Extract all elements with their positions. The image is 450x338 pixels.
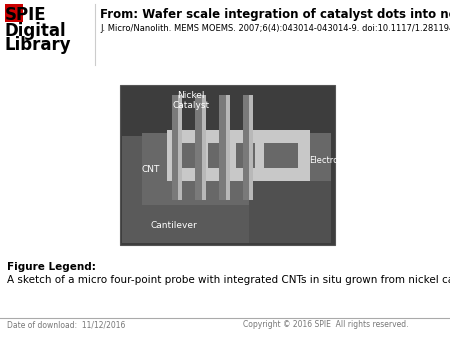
Bar [195,95,202,200]
Bar [171,95,179,200]
Bar [5,4,23,22]
Bar [298,130,310,181]
Polygon shape [122,136,249,243]
Bar [249,95,253,200]
Bar [256,143,264,168]
Text: J. Micro/Nanolith. MEMS MOEMS. 2007;6(4):043014-043014-9. doi:10.1117/1.2811948: J. Micro/Nanolith. MEMS MOEMS. 2007;6(4)… [100,24,450,33]
Text: From: Wafer scale integration of catalyst dots into nonplanar microsystems: From: Wafer scale integration of catalys… [100,8,450,21]
Bar [228,143,236,168]
Text: Library: Library [5,36,72,54]
Bar [243,95,249,200]
Text: Figure Legend:: Figure Legend: [7,262,96,272]
Polygon shape [249,181,331,243]
Text: A sketch of a micro four-point probe with integrated CNTs in situ grown from nic: A sketch of a micro four-point probe wit… [7,275,450,285]
Text: Electrodes: Electrodes [309,156,353,165]
Text: Date of download:  11/12/2016: Date of download: 11/12/2016 [7,320,126,329]
Bar [219,95,226,200]
Text: Digital: Digital [5,22,67,40]
Bar [167,130,179,181]
Bar [179,95,182,200]
Bar [167,168,307,181]
Bar [199,143,208,168]
Text: Copyright © 2016 SPIE  All rights reserved.: Copyright © 2016 SPIE All rights reserve… [243,320,409,329]
Bar [167,130,307,143]
Text: Cantilever: Cantilever [150,221,197,230]
Bar [226,95,230,200]
Text: Nickel: Nickel [177,91,205,100]
Bar [120,85,335,245]
Bar [202,95,206,200]
Text: Catalyst: Catalyst [172,101,210,110]
Text: CNT: CNT [141,165,160,174]
Polygon shape [141,133,331,205]
Text: SPIE: SPIE [5,6,47,24]
